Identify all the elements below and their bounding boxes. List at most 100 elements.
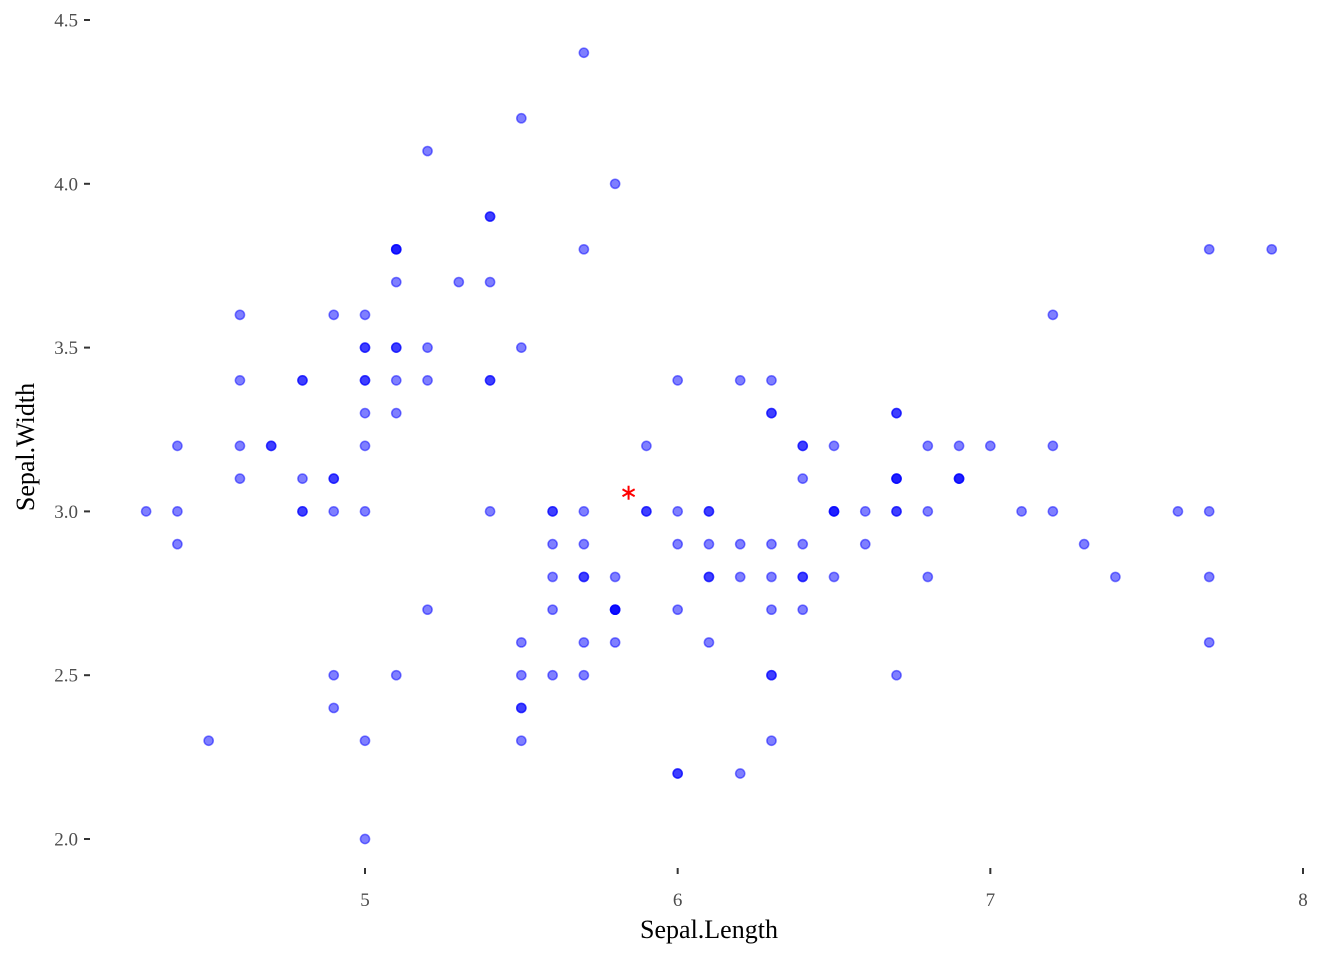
data-point <box>1266 243 1278 255</box>
data-point <box>609 637 621 648</box>
data-point <box>1203 571 1215 583</box>
data-point <box>578 637 590 648</box>
data-point <box>484 276 496 288</box>
data-point <box>234 375 246 386</box>
data-point <box>766 604 777 616</box>
data-point <box>234 440 246 452</box>
data-point <box>578 571 590 583</box>
data-point <box>578 47 590 59</box>
data-point <box>672 768 684 779</box>
data-point <box>359 833 371 845</box>
y-axis: 2.0 2.5 3.0 3.5 4.0 4.5 <box>54 11 90 851</box>
data-point <box>766 375 777 386</box>
y-tick-label: 2.0 <box>54 830 78 851</box>
data-point <box>703 506 715 517</box>
data-point <box>1203 506 1215 517</box>
data-point <box>922 440 934 452</box>
x-tick-label: 8 <box>1298 890 1308 911</box>
data-point <box>766 407 777 419</box>
mean-marker <box>622 485 636 500</box>
data-point <box>1203 243 1215 255</box>
y-axis-title: Sepal.Width <box>11 383 40 511</box>
data-point <box>1110 571 1121 583</box>
data-point <box>390 375 402 386</box>
data-point <box>797 571 809 583</box>
data-point <box>547 538 558 550</box>
data-point <box>984 440 996 452</box>
mean-marker-stroke <box>622 488 636 498</box>
data-point <box>828 440 840 452</box>
data-point <box>547 604 558 616</box>
data-point <box>297 375 308 386</box>
data-point <box>609 571 621 583</box>
data-point <box>172 440 183 452</box>
y-tick-label: 2.5 <box>54 666 78 687</box>
data-point <box>453 276 465 288</box>
x-tick-label: 7 <box>986 890 996 911</box>
data-point <box>1203 637 1215 648</box>
data-point <box>797 538 809 550</box>
data-point <box>484 211 496 222</box>
data-point <box>891 506 902 517</box>
data-point <box>422 604 433 616</box>
data-point <box>891 669 902 681</box>
data-point <box>515 702 527 714</box>
data-point <box>140 506 152 517</box>
data-point <box>547 506 558 517</box>
data-point <box>672 604 684 616</box>
data-point <box>390 276 402 288</box>
y-tick-label: 3.0 <box>54 502 78 523</box>
data-point <box>922 571 934 583</box>
data-point <box>390 342 402 353</box>
data-point <box>172 538 183 550</box>
data-point <box>203 735 215 747</box>
data-point <box>422 342 433 353</box>
data-point <box>359 309 371 321</box>
data-point <box>578 669 590 681</box>
y-tick-label: 4.5 <box>54 11 78 32</box>
data-point <box>578 538 590 550</box>
data-point <box>422 145 433 157</box>
data-point <box>703 571 715 583</box>
data-point <box>390 243 402 255</box>
data-point <box>359 440 371 452</box>
data-point <box>672 506 684 517</box>
data-point <box>734 768 746 779</box>
data-point <box>734 538 746 550</box>
data-point <box>359 375 371 386</box>
x-axis: 5 6 7 8 <box>360 868 1308 911</box>
data-point <box>797 473 809 484</box>
data-point <box>234 473 246 484</box>
data-point <box>953 440 965 452</box>
data-point <box>547 571 558 583</box>
data-point <box>328 506 340 517</box>
data-point <box>359 735 371 747</box>
data-point <box>672 375 684 386</box>
data-point <box>953 473 965 484</box>
data-point <box>234 309 246 321</box>
data-point <box>1172 506 1184 517</box>
data-point <box>484 506 496 517</box>
data-point <box>547 669 558 681</box>
data-point <box>1016 506 1027 517</box>
data-point <box>1078 538 1090 550</box>
data-point <box>265 440 277 452</box>
data-point <box>891 407 902 419</box>
data-point <box>390 407 402 419</box>
data-point <box>578 506 590 517</box>
data-point <box>422 375 433 386</box>
data-point <box>484 375 496 386</box>
data-point <box>328 473 340 484</box>
data-point <box>1047 309 1059 321</box>
data-point <box>828 571 840 583</box>
data-point <box>641 506 652 517</box>
data-point <box>297 473 308 484</box>
data-point <box>515 112 527 124</box>
x-tick-label: 6 <box>673 890 683 911</box>
data-point <box>515 669 527 681</box>
data-point <box>766 538 777 550</box>
data-point <box>172 506 183 517</box>
data-point <box>359 342 371 353</box>
data-point <box>328 702 340 714</box>
data-point <box>828 506 840 517</box>
